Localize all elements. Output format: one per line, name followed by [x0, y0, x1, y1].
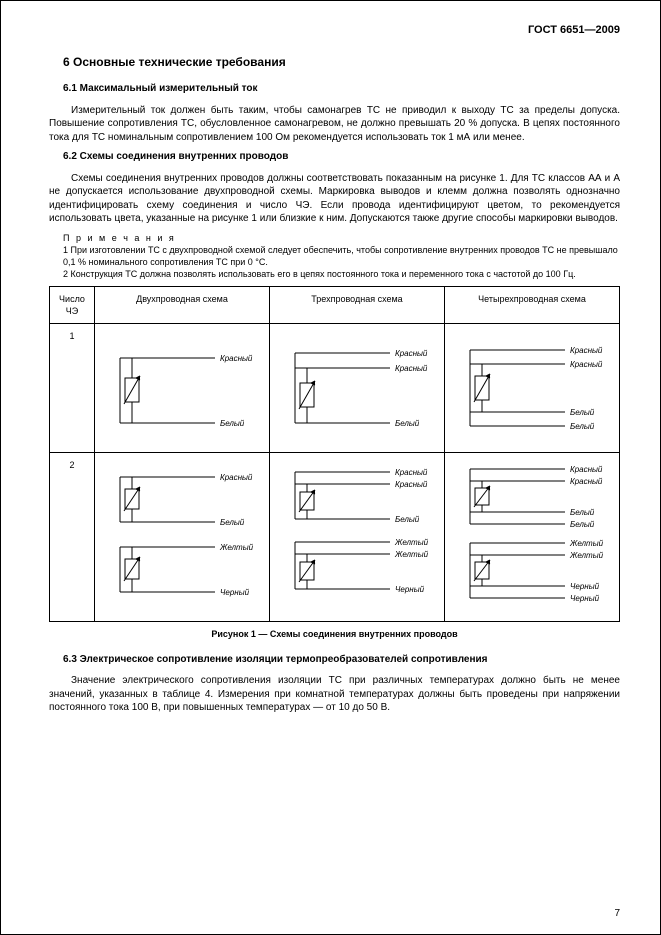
- label-black: Черный: [395, 585, 425, 594]
- label-white: Белый: [395, 515, 420, 524]
- figure-1-caption: Рисунок 1 — Схемы соединения внутренних …: [49, 628, 620, 640]
- label-red: Красный: [395, 364, 428, 373]
- label-yellow: Желтый: [569, 551, 604, 560]
- diagram-1-2wire: Красный Белый: [100, 328, 265, 448]
- note-1: 1 При изготовлении ТС с двухпроводной сх…: [63, 244, 620, 268]
- document-header: ГОСТ 6651—2009: [49, 23, 620, 38]
- diagram-1-3wire: Красный Красный Белый: [275, 328, 440, 448]
- row1-2wire: Красный Белый: [95, 324, 270, 453]
- label-red: Красный: [220, 473, 253, 482]
- notes-block: П р и м е ч а н и я 1 При изготовлении Т…: [63, 232, 620, 281]
- label-yellow: Желтый: [219, 543, 254, 552]
- section-6-title: 6 Основные технические требования: [63, 54, 620, 70]
- page-number: 7: [614, 907, 620, 921]
- row2-count: 2: [50, 453, 95, 622]
- label-white: Белый: [220, 419, 245, 428]
- label-yellow: Желтый: [569, 539, 604, 548]
- label-red: Красный: [220, 354, 253, 363]
- label-white: Белый: [220, 518, 245, 527]
- label-red: Красный: [395, 480, 428, 489]
- label-red: Красный: [570, 465, 603, 474]
- label-black: Черный: [570, 594, 600, 603]
- label-yellow: Желтый: [394, 538, 429, 547]
- note-2: 2 Конструкция ТС должна позволять исполь…: [63, 268, 620, 280]
- row2-2wire: Красный Белый Желтый Черный: [95, 453, 270, 622]
- notes-title: П р и м е ч а н и я: [63, 232, 620, 244]
- th-3wire: Трехпроводная схема: [270, 287, 445, 324]
- row2-3wire: Красный Красный Белый Желтый Желтый Черн…: [270, 453, 445, 622]
- section-63-title: 6.3 Электрическое сопротивление изоляции…: [63, 653, 620, 667]
- row2-4wire: Красный Красный Белый Белый Желтый Желты…: [445, 453, 620, 622]
- section-63-p1: Значение электрического сопротивления из…: [49, 674, 620, 715]
- section-61-p1: Измерительный ток должен быть таким, что…: [49, 104, 620, 145]
- label-red: Красный: [395, 349, 428, 358]
- label-white: Белый: [395, 419, 420, 428]
- label-black: Черный: [220, 588, 250, 597]
- section-62-title: 6.2 Схемы соединения внутренних проводов: [63, 150, 620, 164]
- label-red: Красный: [570, 477, 603, 486]
- row1-4wire: Красный Красный Белый Белый: [445, 324, 620, 453]
- label-white: Белый: [570, 520, 595, 529]
- th-4wire: Четырехпроводная схема: [445, 287, 620, 324]
- diagram-2-2wire: Красный Белый Желтый Черный: [100, 457, 265, 617]
- diagram-1-4wire: Красный Красный Белый Белый: [450, 328, 615, 448]
- table-row: 1 Красн: [50, 324, 620, 453]
- row1-count: 1: [50, 324, 95, 453]
- row1-3wire: Красный Красный Белый: [270, 324, 445, 453]
- diagram-2-3wire: Красный Красный Белый Желтый Желтый Черн…: [275, 457, 440, 617]
- label-yellow: Желтый: [394, 550, 429, 559]
- section-61-title: 6.1 Максимальный измерительный ток: [63, 82, 620, 96]
- label-black: Черный: [570, 582, 600, 591]
- label-white: Белый: [570, 422, 595, 431]
- label-red: Красный: [570, 346, 603, 355]
- label-white: Белый: [570, 408, 595, 417]
- table-row: 2: [50, 453, 620, 622]
- diagram-2-4wire: Красный Красный Белый Белый Желтый Желты…: [450, 457, 615, 617]
- section-62-p1: Схемы соединения внутренних проводов дол…: [49, 172, 620, 226]
- wiring-table: Число ЧЭ Двухпроводная схема Трехпроводн…: [49, 286, 620, 622]
- label-red: Красный: [570, 360, 603, 369]
- label-red: Красный: [395, 468, 428, 477]
- page: ГОСТ 6651—2009 6 Основные технические тр…: [0, 0, 661, 935]
- label-white: Белый: [570, 508, 595, 517]
- th-2wire: Двухпроводная схема: [95, 287, 270, 324]
- th-count: Число ЧЭ: [50, 287, 95, 324]
